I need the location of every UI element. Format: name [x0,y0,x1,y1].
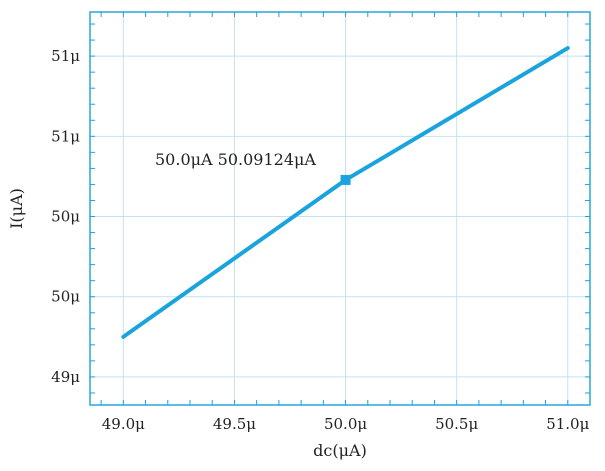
y-tick-label: 49μ [51,368,80,386]
y-tick-label: 50μ [51,208,80,226]
y-axis-title: I(μA) [7,188,26,229]
data-marker [340,174,351,185]
y-tick-label: 51μ [51,47,80,65]
marker-annotation: 50.0μA 50.09124μA [155,150,316,169]
minor-ticks [90,12,590,405]
x-tick-label: 49.0μ [102,415,145,433]
grid [90,12,590,405]
x-tick-label: 50.0μ [324,415,367,433]
x-axis-title: dc(μA) [313,441,367,460]
plot-frame [89,11,591,406]
y-tick-label: 50μ [51,288,80,306]
y-tick-labels: 49μ 50μ 50μ 51μ 51μ [51,47,80,386]
x-tick-label: 50.5μ [435,415,478,433]
x-tick-label: 49.5μ [213,415,256,433]
x-tick-labels: 49.0μ 49.5μ 50.0μ 50.5μ 51.0μ [102,415,590,433]
x-tick-label: 51.0μ [546,415,589,433]
y-tick-label: 51μ [51,127,80,145]
series-layer [121,46,570,339]
